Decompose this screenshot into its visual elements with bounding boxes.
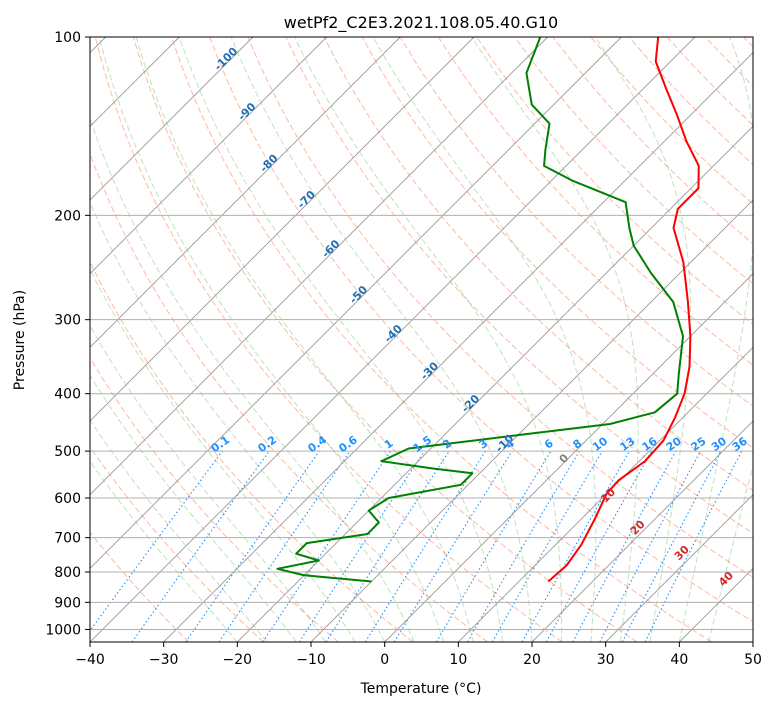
y-tick-label: 700: [54, 531, 81, 547]
x-tick-label: 10: [449, 652, 467, 668]
dry-adiabat-line: [399, 37, 753, 407]
moist-adiabat-line: [178, 37, 504, 642]
x-tick-label: 40: [670, 652, 688, 668]
moist-adiabat-line: [90, 374, 297, 642]
y-tick-label: 300: [54, 313, 81, 329]
dry-adiabat-line: [171, 37, 713, 642]
x-axis-title: Temperature (°C): [360, 681, 482, 697]
x-tick-label: 50: [744, 652, 762, 668]
moist-adiabat-line: [294, 37, 563, 642]
mixing-ratio-line: [90, 450, 223, 632]
moist-adiabat-line: [90, 116, 415, 642]
moist-adiabat-line: [471, 37, 639, 642]
mixing-ratio-line: [218, 450, 351, 642]
isotherm-line: [458, 346, 753, 642]
mixing-ratio-line: [545, 450, 653, 642]
plot-area: [90, 37, 753, 642]
dry-adiabat-line: [361, 37, 753, 449]
dry-adiabat-line: [94, 37, 563, 642]
moist-adiabat-line: [135, 37, 474, 642]
mixing-ratio-line: [185, 450, 320, 642]
moist-adiabat-line: [90, 460, 238, 642]
x-tick-label: −10: [296, 652, 326, 668]
isotherm-line: [90, 37, 475, 422]
isotherm-line: [531, 420, 753, 642]
plot-frame: [89, 36, 754, 643]
y-tick-label: 1000: [45, 622, 81, 638]
y-tick-label: 400: [54, 387, 81, 403]
isotherm-line: [90, 37, 622, 569]
mixing-ratio-line: [393, 450, 513, 642]
x-tick-label: 30: [597, 652, 615, 668]
dry-adiabat-line: [438, 37, 753, 366]
isotherm-line: [752, 641, 753, 642]
x-tick-label: 0: [380, 652, 389, 668]
moist-adiabat-line: [90, 419, 268, 642]
y-tick-label: 800: [54, 565, 81, 581]
moist-adiabat-line: [90, 201, 386, 642]
mixing-ratio-line: [298, 450, 425, 642]
dry-adiabat-line: [209, 37, 753, 623]
isotherm-line: [90, 37, 254, 201]
isotherm-line: [310, 199, 753, 642]
dry-adiabat-line: [132, 37, 638, 642]
isotherm-line: [90, 37, 401, 348]
isotherm-line: [90, 37, 696, 642]
dry-adiabat-line: [285, 37, 753, 535]
dry-adiabat-line: [514, 37, 753, 285]
mixing-ratio-line: [325, 450, 450, 642]
dry-adiabat-line: [90, 446, 264, 642]
y-axis-title: Pressure (hPa): [12, 290, 28, 390]
x-tick-label: −20: [223, 652, 253, 668]
y-tick-label: 900: [54, 595, 81, 611]
isotherm-line: [90, 37, 327, 275]
isotherm-line: [90, 37, 548, 496]
background-lines: [90, 37, 753, 642]
moist-adiabat-line: [678, 37, 753, 642]
dewpoint-profile-line: [276, 37, 685, 583]
dry-adiabat-line: [247, 37, 753, 578]
grid-lines: [90, 37, 753, 642]
series-lines: [276, 37, 700, 583]
moist-adiabat-line: [98, 37, 445, 642]
y-tick-label: 600: [54, 491, 81, 507]
x-tick-label: −30: [149, 652, 179, 668]
moist-adiabat-line: [372, 37, 597, 642]
chart-title: wetPf2_C2E3.2021.108.05.40.G10: [284, 13, 558, 33]
mixing-ratio-line: [644, 450, 743, 642]
moist-adiabat-line: [90, 324, 327, 642]
y-tick-label: 200: [54, 208, 81, 224]
mixing-ratio-line: [521, 450, 630, 642]
isotherm-line: [237, 125, 753, 642]
isotherm-line: [163, 52, 753, 642]
dry-adiabat-line: [90, 152, 488, 642]
axis-ticks: −40 −30 −20 −10 0 10 20 30 40 50 100 200 300 400 500 60…: [45, 30, 762, 668]
temperature-profile-line: [547, 37, 700, 583]
x-tick-label: −40: [75, 652, 105, 668]
x-tick-label: 20: [523, 652, 541, 668]
isotherm-line: [384, 273, 753, 642]
dry-adiabat-line: [90, 356, 339, 642]
y-tick-label: 500: [54, 444, 81, 460]
moist-adiabat-line: [594, 37, 692, 642]
isotherm-line: [605, 494, 753, 642]
y-tick-label: 100: [54, 30, 81, 46]
mixing-ratio-line: [572, 450, 677, 642]
moist-adiabat-line: [90, 268, 356, 642]
dry-adiabat-line: [90, 531, 190, 642]
mixing-ratio-line: [131, 450, 270, 642]
mixing-ratio-line: [262, 450, 392, 642]
